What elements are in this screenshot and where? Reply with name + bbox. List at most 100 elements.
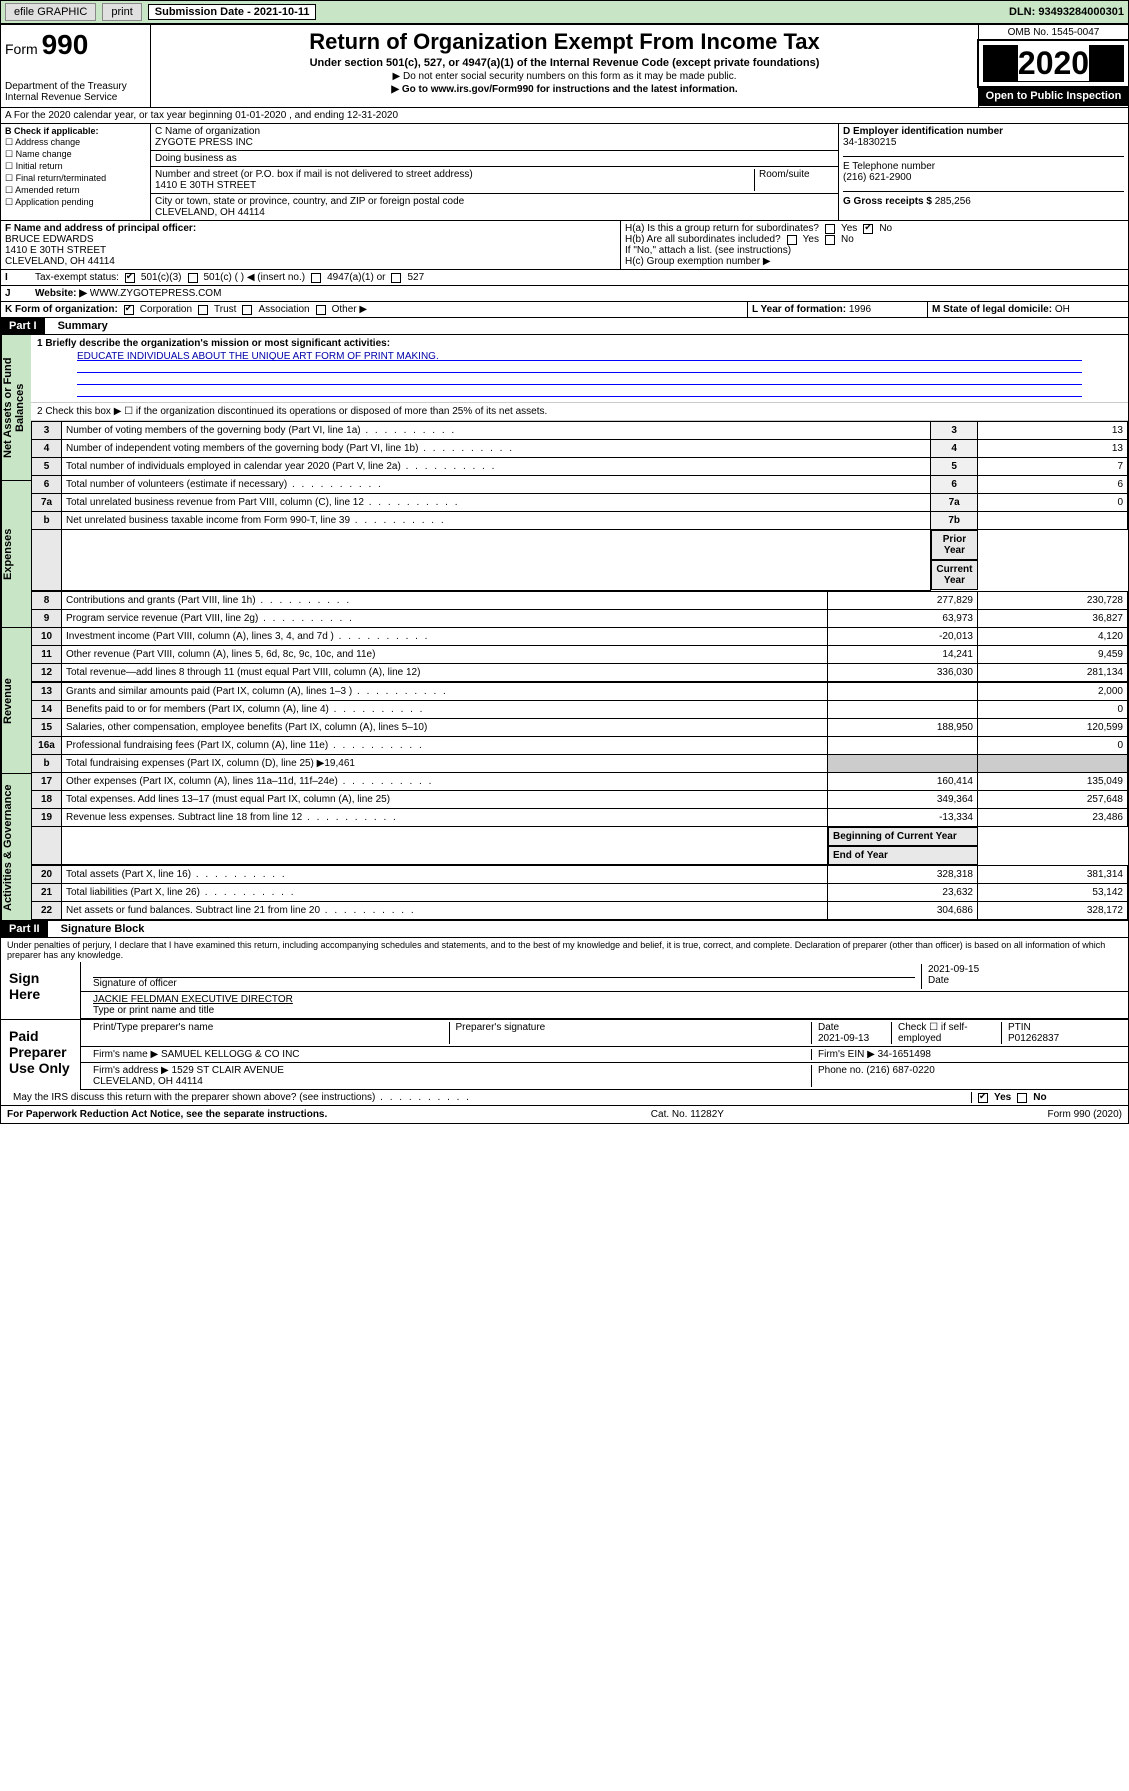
chk-address-change[interactable]: ☐ Address change — [5, 137, 146, 148]
section-b-c-d: B Check if applicable: ☐ Address change … — [0, 124, 1129, 221]
part2-header: Part II Signature Block — [0, 921, 1129, 938]
paperwork-notice: For Paperwork Reduction Act Notice, see … — [7, 1109, 327, 1120]
d-label: D Employer identification number — [843, 126, 1003, 137]
signature-block: Under penalties of perjury, I declare th… — [0, 938, 1129, 1106]
i-501c[interactable] — [188, 273, 198, 283]
officer-addr: 1410 E 30TH STREET CLEVELAND, OH 44114 — [5, 245, 115, 267]
section-f-h: F Name and address of principal officer:… — [0, 221, 1129, 270]
self-employed-label: Check ☐ if self-employed — [892, 1022, 1002, 1044]
section-j: J Website: ▶ WWW.ZYGOTEPRESS.COM — [0, 286, 1129, 302]
phone-label: Phone no. — [818, 1065, 864, 1076]
vtab-rev: Revenue — [2, 628, 31, 775]
h-note: If "No," attach a list. (see instruction… — [625, 245, 1124, 256]
firm-ein-label: Firm's EIN ▶ — [818, 1049, 875, 1060]
form-ref: Form 990 (2020) — [1048, 1109, 1122, 1120]
i-label: I — [1, 270, 31, 285]
j-label: J — [1, 286, 31, 301]
chk-amended[interactable]: ☐ Amended return — [5, 185, 146, 196]
firm-ein: 34-1651498 — [878, 1049, 931, 1060]
org-address: 1410 E 30TH STREET — [155, 180, 754, 191]
chk-final-return[interactable]: ☐ Final return/terminated — [5, 173, 146, 184]
hb-no[interactable] — [825, 235, 835, 245]
governance-table: 3Number of voting members of the governi… — [31, 421, 1128, 591]
prep-date: 2021-09-13 — [818, 1033, 885, 1044]
open-to-public: Open to Public Inspection — [979, 86, 1128, 106]
paid-preparer-label: Paid Preparer Use Only — [1, 1020, 81, 1090]
chk-name-change[interactable]: ☐ Name change — [5, 149, 146, 160]
prep-name-label: Print/Type preparer's name — [87, 1022, 450, 1044]
k-other[interactable] — [316, 305, 326, 315]
m-label: M State of legal domicile: — [932, 304, 1052, 315]
mission-line4 — [77, 387, 1082, 397]
section-k-l-m: K Form of organization: Corporation Trus… — [0, 302, 1129, 318]
website[interactable]: WWW.ZYGOTEPRESS.COM — [90, 288, 222, 299]
gross-receipts: 285,256 — [935, 196, 971, 207]
form-note2: ▶ Go to www.irs.gov/Form990 for instruct… — [391, 84, 737, 95]
i-527[interactable] — [391, 273, 401, 283]
dln: DLN: 93493284000301 — [1009, 6, 1124, 18]
e-label: E Telephone number — [843, 161, 935, 172]
submission-date: Submission Date - 2021-10-11 — [148, 4, 317, 20]
j-text: Website: ▶ — [35, 288, 87, 299]
ha-no[interactable] — [863, 224, 873, 234]
room-label: Room/suite — [754, 169, 834, 191]
footer: For Paperwork Reduction Act Notice, see … — [0, 1106, 1129, 1124]
form-label: Form — [5, 41, 38, 57]
name-title-label: Type or print name and title — [93, 1005, 214, 1016]
netassets-table: 20Total assets (Part X, line 16)328,3183… — [31, 865, 1128, 920]
revenue-table: 8Contributions and grants (Part VIII, li… — [31, 591, 1128, 682]
i-501c3[interactable] — [125, 273, 135, 283]
hb-yes[interactable] — [787, 235, 797, 245]
chk-initial-return[interactable]: ☐ Initial return — [5, 161, 146, 172]
form-note1: ▶ Do not enter social security numbers o… — [155, 71, 974, 82]
part1-body: Activities & Governance Revenue Expenses… — [0, 335, 1129, 921]
topbar: efile GRAPHIC print Submission Date - 20… — [0, 0, 1129, 24]
f-label: F Name and address of principal officer: — [5, 223, 196, 234]
c-name-label: C Name of organization — [155, 126, 834, 137]
org-name: ZYGOTE PRESS INC — [155, 137, 834, 148]
k-corp[interactable] — [124, 305, 134, 315]
vtab-na: Net Assets or Fund Balances — [2, 335, 31, 482]
date-label: Date — [928, 975, 949, 986]
mission-line2 — [77, 363, 1082, 373]
firm-name: SAMUEL KELLOGG & CO INC — [161, 1049, 300, 1060]
dba-label: Doing business as — [155, 153, 237, 164]
ptin: P01262837 — [1008, 1033, 1116, 1044]
efile-btn[interactable]: efile GRAPHIC — [5, 3, 96, 21]
chk-app-pending[interactable]: ☐ Application pending — [5, 197, 146, 208]
sig-officer-label: Signature of officer — [93, 978, 177, 989]
discuss-yes[interactable] — [978, 1093, 988, 1103]
prep-date-label: Date — [818, 1022, 885, 1033]
firm-name-label: Firm's name ▶ — [93, 1049, 158, 1060]
k-trust[interactable] — [198, 305, 208, 315]
l-label: L Year of formation: — [752, 304, 846, 315]
ptin-label: PTIN — [1008, 1022, 1116, 1033]
officer-name-title: JACKIE FELDMAN EXECUTIVE DIRECTOR — [93, 994, 293, 1005]
b-header: B Check if applicable: — [5, 126, 99, 136]
sign-date: 2021-09-15 — [928, 964, 1116, 975]
telephone: (216) 621-2900 — [843, 172, 1124, 183]
discuss-no[interactable] — [1017, 1093, 1027, 1103]
firm-addr-label: Firm's address ▶ — [93, 1065, 169, 1076]
omb-number: OMB No. 1545-0047 — [979, 25, 1128, 41]
k-assoc[interactable] — [242, 305, 252, 315]
org-city: CLEVELAND, OH 44114 — [155, 207, 464, 218]
prep-sig-label: Preparer's signature — [450, 1022, 813, 1044]
i-4947[interactable] — [311, 273, 321, 283]
hc-label: H(c) Group exemption number ▶ — [625, 256, 1124, 267]
addr-label: Number and street (or P.O. box if mail i… — [155, 169, 754, 180]
mission-line3 — [77, 375, 1082, 385]
part2-title: Signature Block — [51, 923, 145, 935]
q2-text: 2 Check this box ▶ ☐ if the organization… — [31, 403, 1128, 421]
form-subtitle: Under section 501(c), 527, or 4947(a)(1)… — [155, 57, 974, 69]
print-btn[interactable]: print — [102, 3, 141, 21]
ha-label: H(a) Is this a group return for subordin… — [625, 223, 819, 234]
tax-year: 2020 — [1018, 45, 1089, 81]
ha-yes[interactable] — [825, 224, 835, 234]
section-i: I Tax-exempt status: 501(c)(3) 501(c) ( … — [0, 270, 1129, 286]
ein: 34-1830215 — [843, 137, 1124, 148]
discuss-text: May the IRS discuss this return with the… — [7, 1092, 972, 1103]
perjury-text: Under penalties of perjury, I declare th… — [1, 938, 1128, 962]
part1-header: Part I Summary — [0, 318, 1129, 335]
part1-badge: Part I — [1, 318, 45, 334]
